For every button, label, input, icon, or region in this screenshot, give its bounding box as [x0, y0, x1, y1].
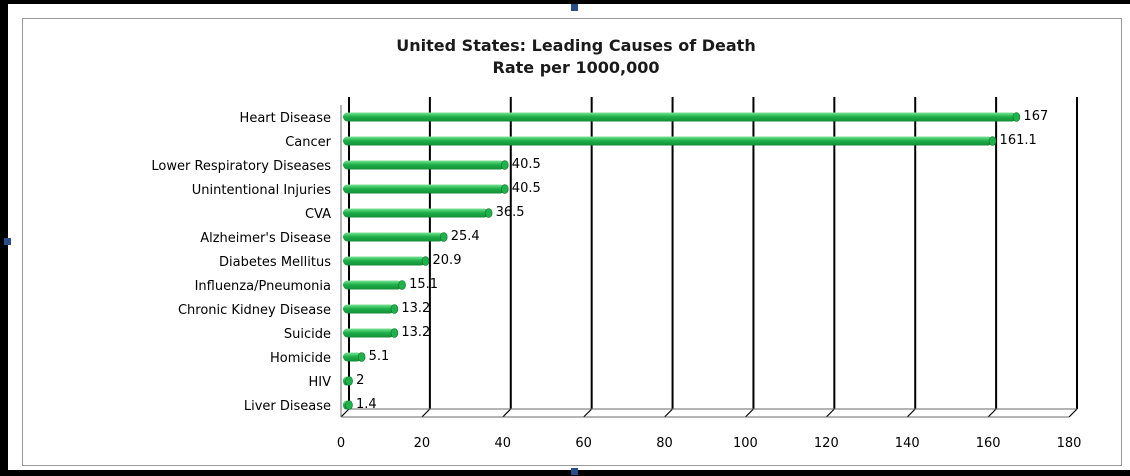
x-tick-label: 180: [1057, 436, 1082, 451]
resize-handle-left[interactable]: [4, 238, 11, 245]
x-tick-labels: 0 20 40 60 80 100 120 140 160 180: [337, 436, 1082, 451]
x-tick-label: 40: [495, 436, 512, 451]
bar-end-cap: [988, 136, 997, 146]
bars: [343, 112, 1021, 410]
data-label: 20.9: [433, 253, 462, 268]
bar: [343, 304, 395, 314]
window-frame-top: [0, 0, 1130, 4]
data-label: 36.5: [496, 205, 525, 220]
x-tick-label: 100: [733, 436, 758, 451]
bar: [343, 160, 505, 170]
category-label: Influenza/Pneumonia: [195, 279, 331, 294]
bar-end-cap: [484, 208, 493, 218]
bar: [343, 352, 362, 362]
category-label: Unintentional Injuries: [192, 183, 331, 198]
data-label: 13.2: [401, 325, 430, 340]
gridline-floor-connector: [825, 408, 835, 418]
category-label: HIV: [308, 375, 331, 390]
gridline-floor-connector: [340, 408, 350, 418]
category-labels: Heart Disease Cancer Lower Respiratory Dis…: [151, 111, 331, 414]
bar-end-cap: [390, 304, 399, 314]
data-label: 2: [356, 373, 364, 388]
bar-end-cap: [439, 232, 448, 242]
x-tick-label: 20: [414, 436, 431, 451]
category-label: Alzheimer's Disease: [200, 231, 331, 246]
gridline-floor-connector: [664, 408, 673, 418]
category-label: Lower Respiratory Diseases: [151, 159, 331, 174]
bar-end-cap: [421, 256, 430, 266]
bar-end-cap: [1012, 112, 1021, 122]
bar-end-cap: [345, 400, 353, 410]
gridline-floor-connector: [745, 408, 754, 418]
gridline-floor-connector: [906, 408, 916, 418]
gridline-floor-connector: [421, 408, 431, 418]
bar: [343, 256, 426, 266]
gridline-floor-connector: [987, 408, 997, 418]
data-label: 5.1: [369, 349, 390, 364]
data-label: 13.2: [401, 301, 430, 316]
data-label: 15.1: [409, 277, 438, 292]
category-label: Chronic Kidney Disease: [178, 303, 331, 318]
chart-title: United States: Leading Causes of Death: [396, 36, 755, 55]
bar: [343, 112, 1017, 122]
x-tick-label: 120: [814, 436, 839, 451]
bar-end-cap: [398, 280, 406, 290]
gridline-floor-connector: [1068, 408, 1078, 418]
chart-subtitle: Rate per 1000,000: [493, 58, 660, 77]
data-label: 40.5: [512, 181, 541, 196]
gridline-floor-connector: [583, 408, 593, 418]
bar-end-cap: [345, 376, 353, 386]
category-label: Heart Disease: [240, 111, 331, 126]
data-labels: 167 161.1 40.5 40.5 36.5 25.4 20.9 15.1 13.2 13.2…: [356, 109, 1048, 412]
gridline-floor-connector: [502, 408, 512, 418]
data-label: 161.1: [1000, 133, 1037, 148]
bar-end-cap: [390, 328, 399, 338]
chart-area[interactable]: United States: Leading Causes of Death R…: [22, 18, 1122, 466]
bar: [343, 232, 444, 242]
axes: [340, 105, 1077, 418]
x-tick-label: 0: [337, 436, 345, 451]
bar: [343, 328, 395, 338]
category-label: Cancer: [285, 135, 331, 150]
bar-end-cap: [500, 160, 509, 170]
x-tick-label: 160: [976, 436, 1001, 451]
bar: [343, 184, 505, 194]
bar-end-cap: [500, 184, 509, 194]
bar: [343, 280, 403, 290]
category-label: Homicide: [270, 351, 331, 366]
category-label: Liver Disease: [244, 399, 331, 414]
window-frame-bottom: [0, 470, 1130, 476]
resize-handle-top[interactable]: [571, 4, 578, 11]
category-label: Diabetes Mellitus: [219, 255, 331, 270]
data-label: 25.4: [451, 229, 480, 244]
x-tick-label: 60: [575, 436, 592, 451]
bar-chart: United States: Leading Causes of Death R…: [151, 36, 1082, 451]
bar: [343, 208, 489, 218]
data-label: 1.4: [356, 397, 377, 412]
category-label: Suicide: [284, 327, 331, 342]
x-tick-label: 80: [656, 436, 673, 451]
data-label: 40.5: [512, 157, 541, 172]
resize-handle-bottom[interactable]: [571, 468, 578, 475]
x-tick-label: 140: [895, 436, 920, 451]
bar-end-cap: [357, 352, 366, 362]
data-label: 167: [1023, 109, 1048, 124]
category-label: CVA: [305, 207, 331, 222]
bar: [343, 136, 993, 146]
